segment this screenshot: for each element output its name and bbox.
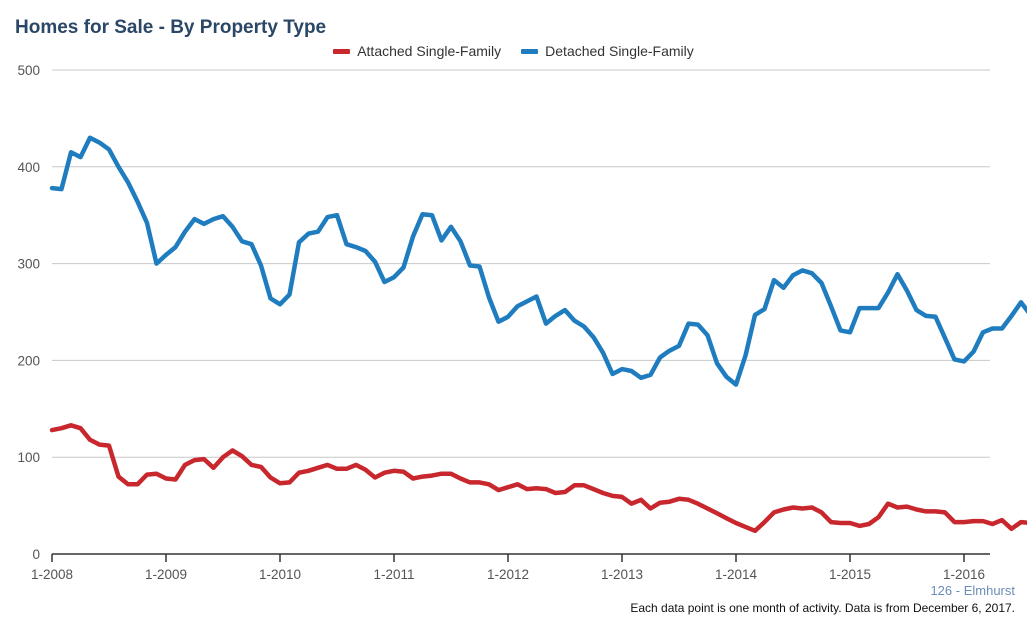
x-tick-label: 1-2010 [259, 567, 301, 582]
footnote: Each data point is one month of activity… [630, 601, 1015, 615]
legend-label-detached: Detached Single-Family [545, 43, 694, 59]
x-tick-label: 1-2014 [715, 567, 758, 582]
series-line-attached[interactable] [49, 423, 1027, 542]
y-axis-tick-labels: 0 100 200 300 400 500 [17, 63, 40, 562]
y-tick-label: 0 [32, 547, 40, 562]
y-tick-label: 300 [17, 257, 40, 272]
x-tick-label: 1-2016 [943, 567, 985, 582]
legend-label-attached: Attached Single-Family [357, 43, 502, 59]
y-tick-label: 500 [17, 63, 40, 78]
series-layer [49, 135, 1027, 542]
series-line-detached[interactable] [49, 135, 1027, 387]
chart-legend: Attached Single-Family Detached Single-F… [0, 43, 1027, 59]
x-tick-label: 1-2012 [487, 567, 529, 582]
legend-swatch-attached [333, 48, 351, 54]
legend-item-detached[interactable]: Detached Single-Family [521, 43, 694, 59]
chart-title: Homes for Sale - By Property Type [15, 17, 327, 38]
x-axis: 1-2008 1-2009 1-2010 1-2011 1-2012 1-2013 1-20… [31, 553, 990, 582]
x-tick-label: 1-2013 [601, 567, 643, 582]
x-tick-label: 1-2009 [145, 567, 187, 582]
source-label: 126 - Elmhurst [930, 583, 1015, 598]
grid-lines [52, 69, 990, 458]
legend-item-attached[interactable]: Attached Single-Family [333, 43, 501, 59]
y-tick-label: 100 [17, 450, 40, 465]
x-tick-label: 1-2011 [373, 567, 414, 582]
legend-swatch-detached [521, 48, 539, 54]
y-tick-label: 400 [17, 160, 40, 175]
y-tick-label: 200 [17, 353, 40, 368]
x-tick-label: 1-2008 [31, 567, 73, 582]
x-tick-label: 1-2015 [829, 567, 871, 582]
